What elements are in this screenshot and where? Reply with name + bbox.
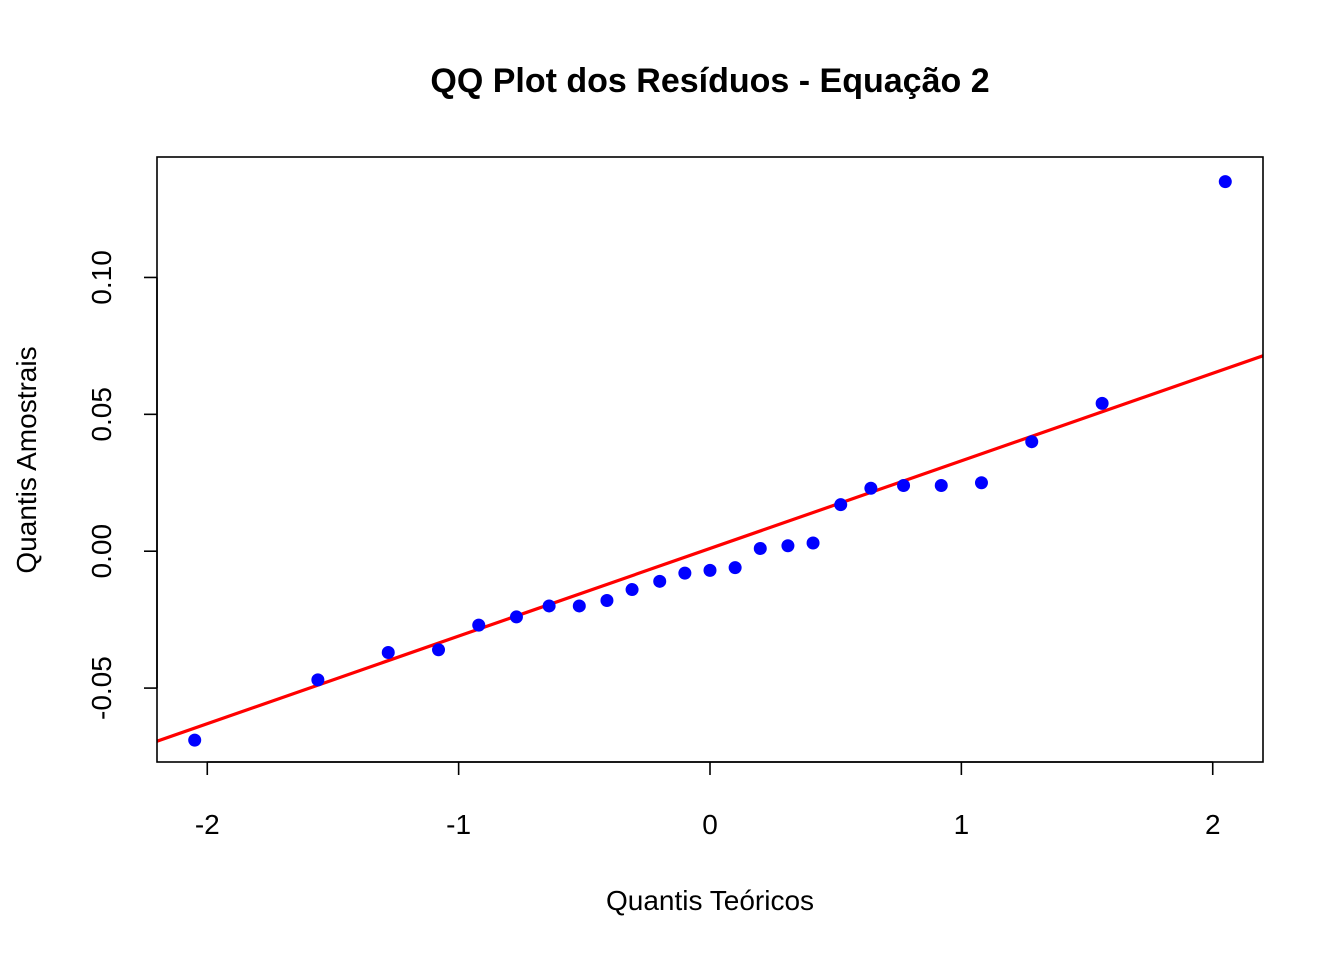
data-point xyxy=(1025,435,1039,449)
data-point xyxy=(806,536,820,550)
chart-title: QQ Plot dos Resíduos - Equação 2 xyxy=(430,62,989,100)
data-point xyxy=(509,610,523,624)
data-point xyxy=(934,479,948,493)
data-point xyxy=(311,673,325,687)
x-axis-label: Quantis Teóricos xyxy=(606,885,814,916)
data-point xyxy=(381,645,395,659)
data-point xyxy=(864,481,878,495)
data-point xyxy=(897,479,911,493)
data-point xyxy=(188,733,202,747)
data-point xyxy=(625,583,639,597)
data-point xyxy=(834,498,848,512)
reference-line xyxy=(157,354,1263,743)
data-point xyxy=(542,599,556,613)
y-axis: -0.05 0.00 0.05 0.10 xyxy=(86,250,158,720)
data-point xyxy=(1095,396,1109,410)
data-point xyxy=(1218,175,1232,189)
data-point xyxy=(703,563,717,577)
data-point xyxy=(432,643,446,657)
plot-frame xyxy=(156,156,1264,763)
data-point xyxy=(472,618,486,632)
data-point xyxy=(653,574,667,588)
data-point xyxy=(728,561,742,575)
data-point xyxy=(753,541,767,555)
y-tick-label: -0.05 xyxy=(86,656,117,720)
x-tick-label: 1 xyxy=(954,809,970,840)
x-tick-label: 2 xyxy=(1205,809,1221,840)
y-tick-label: 0.00 xyxy=(86,524,117,579)
x-tick-label: -1 xyxy=(446,809,471,840)
y-tick-label: 0.05 xyxy=(86,387,117,442)
data-point xyxy=(572,599,586,613)
data-point xyxy=(974,476,988,490)
x-tick-label: -2 xyxy=(195,809,220,840)
data-point xyxy=(678,566,692,580)
y-axis-label: Quantis Amostrais xyxy=(11,346,42,573)
y-tick-label: 0.10 xyxy=(86,250,117,305)
data-point xyxy=(600,593,614,607)
data-point xyxy=(781,539,795,553)
plot-marks xyxy=(157,175,1263,747)
x-axis: -2 -1 0 1 2 xyxy=(195,761,1221,840)
x-tick-label: 0 xyxy=(702,809,718,840)
